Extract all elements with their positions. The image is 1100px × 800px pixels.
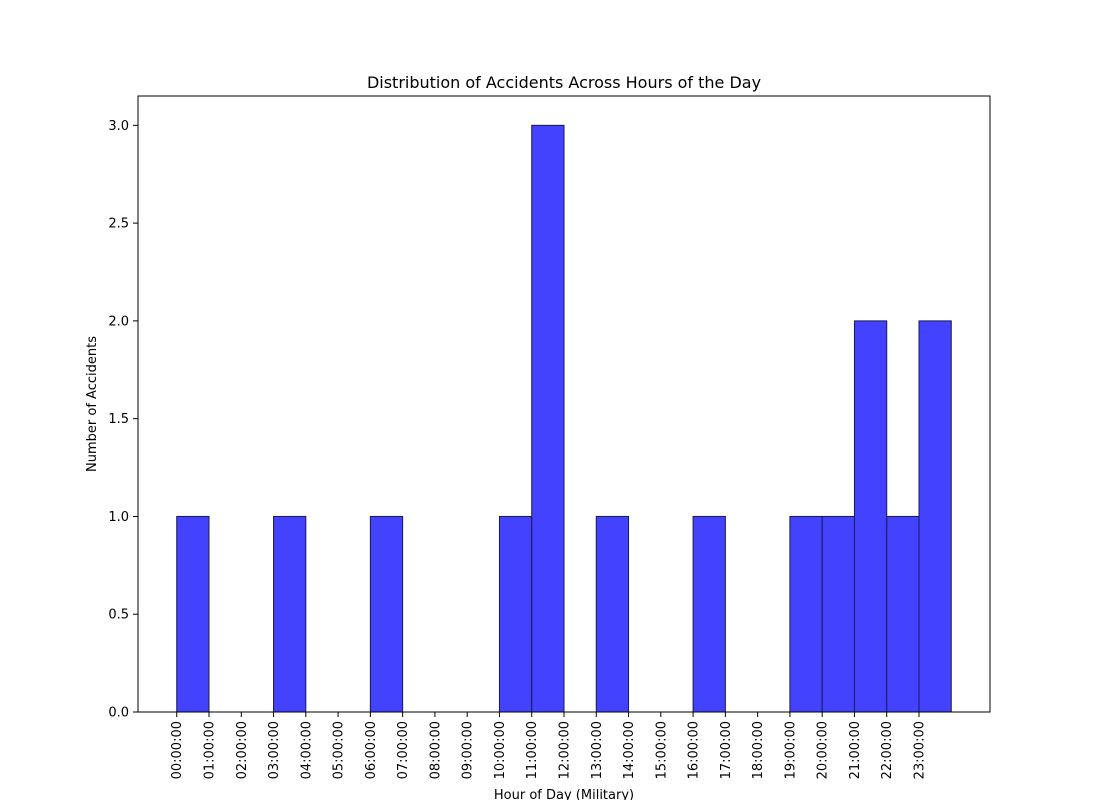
x-tick-label: 23:00:00 (913, 721, 928, 779)
x-tick-label: 05:00:00 (332, 721, 347, 779)
bar-22 (886, 515, 920, 713)
x-tick-label: 11:00:00 (525, 721, 540, 779)
bar-00 (176, 515, 210, 713)
x-tick-label: 07:00:00 (396, 721, 411, 779)
x-tick-label: 18:00:00 (751, 721, 766, 779)
bar-23 (918, 320, 952, 713)
x-tick-label: 16:00:00 (687, 721, 702, 779)
x-tick-label: 12:00:00 (558, 721, 573, 779)
bar-10 (498, 515, 533, 713)
bar-16 (692, 515, 726, 713)
y-tick-label: 1.5 (108, 412, 129, 427)
x-tick-label: 09:00:00 (461, 721, 476, 779)
x-tick-label: 01:00:00 (203, 721, 218, 779)
x-tick-label: 04:00:00 (299, 721, 314, 779)
bar-11 (531, 124, 565, 713)
bar-20 (821, 515, 855, 713)
x-tick-label: 21:00:00 (848, 721, 863, 779)
x-tick-label: 20:00:00 (816, 721, 831, 779)
x-tick-label: 02:00:00 (235, 721, 250, 779)
x-tick-label: 06:00:00 (364, 721, 379, 779)
x-axis-label: Hour of Day (Military) (494, 788, 634, 800)
x-tick-label: 19:00:00 (783, 721, 798, 779)
chart-title: Distribution of Accidents Across Hours o… (367, 73, 761, 92)
bar-13 (595, 515, 630, 713)
x-tick-label: 00:00:00 (170, 721, 185, 779)
x-tick-label: 13:00:00 (590, 721, 605, 779)
bars-group (176, 124, 952, 713)
bar-06 (369, 515, 404, 713)
y-tick-label: 2.0 (108, 314, 129, 329)
y-tick-label: 3.0 (108, 119, 129, 134)
y-axis-label: Number of Accidents (85, 336, 100, 472)
x-tick-label: 10:00:00 (493, 721, 508, 779)
bar-03 (273, 515, 307, 713)
x-tick-label: 15:00:00 (654, 721, 669, 779)
x-tick-label: 14:00:00 (622, 721, 637, 779)
y-axis: 0.0 0.5 1.0 1.5 2.0 2.5 3.0 (108, 119, 138, 721)
x-tick-label: 08:00:00 (428, 721, 443, 779)
y-tick-label: 0.0 (108, 706, 129, 721)
x-axis: 00:00:00 01:00:00 02:00:00 03:00:00 04:00:00… (170, 712, 928, 779)
bar-19 (789, 515, 823, 713)
x-tick-label: 17:00:00 (719, 721, 734, 779)
y-tick-label: 2.5 (108, 217, 129, 232)
x-tick-label: 03:00:00 (267, 721, 282, 779)
y-tick-label: 0.5 (108, 608, 129, 623)
bar-21 (853, 320, 888, 713)
x-tick-label: 22:00:00 (880, 721, 895, 779)
y-tick-label: 1.0 (108, 510, 129, 525)
